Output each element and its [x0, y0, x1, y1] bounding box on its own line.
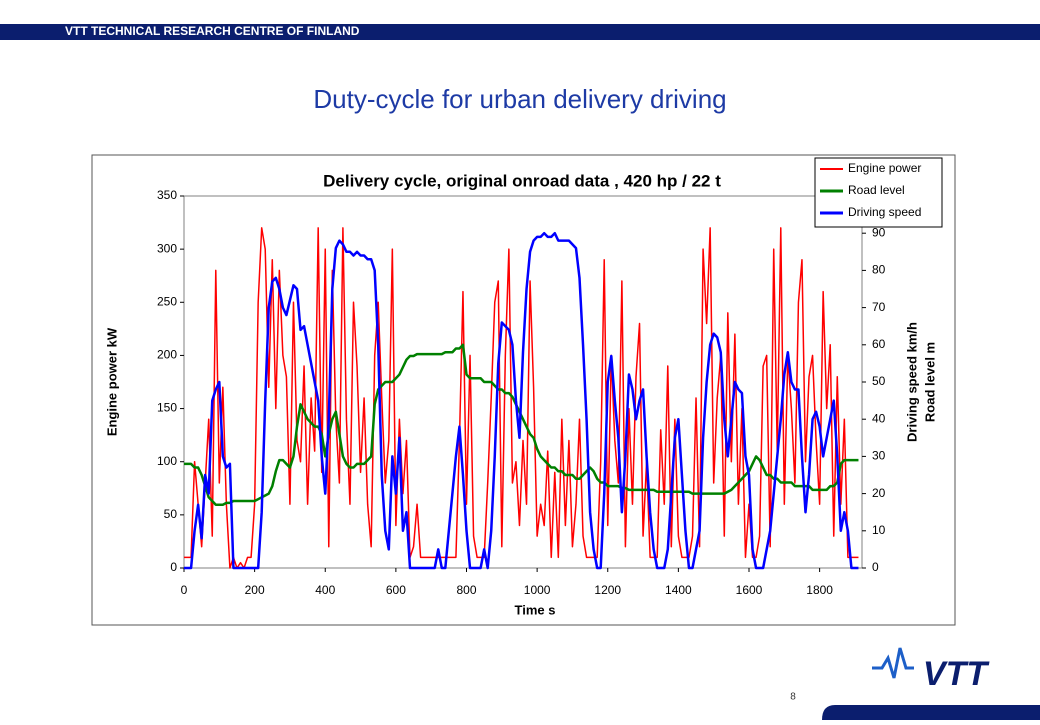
y2-tick-label: 60: [872, 337, 886, 351]
x-tick-label: 1800: [806, 583, 833, 597]
y2-tick-label: 70: [872, 300, 886, 314]
slide-title: Duty-cycle for urban delivery driving: [313, 84, 726, 114]
y2-tick-label: 20: [872, 486, 886, 500]
header-bar: [0, 24, 1040, 40]
y2-tick-label: 0: [872, 560, 879, 574]
logo-text: VTT: [923, 655, 990, 693]
y-tick-label: 200: [157, 348, 177, 362]
y2-tick-label: 50: [872, 374, 886, 388]
y-tick-label: 50: [164, 507, 178, 521]
y-axis-label: Engine power kW: [104, 327, 119, 436]
y2-axis-label: Driving speed km/h: [904, 322, 919, 442]
x-tick-label: 1200: [594, 583, 621, 597]
y-tick-label: 300: [157, 241, 177, 255]
series-line: [184, 231, 859, 570]
x-tick-label: 1000: [524, 583, 551, 597]
series-line: [184, 227, 859, 569]
x-tick-label: 200: [245, 583, 265, 597]
legend-label: Engine power: [848, 161, 921, 175]
page-number: 8: [790, 692, 796, 703]
footer-shape: [822, 705, 1040, 720]
y2-tick-label: 80: [872, 263, 886, 277]
y2-tick-label: 30: [872, 449, 886, 463]
x-tick-label: 600: [386, 583, 406, 597]
y-tick-label: 350: [157, 188, 177, 202]
y2-axis-label: Road level m: [922, 342, 937, 422]
x-tick-label: 0: [181, 583, 188, 597]
logo: VTT: [872, 647, 990, 693]
x-tick-label: 1400: [665, 583, 692, 597]
legend-label: Driving speed: [848, 205, 921, 219]
logo-wave: [872, 647, 914, 679]
y-tick-label: 0: [170, 560, 177, 574]
y-tick-label: 100: [157, 454, 177, 468]
y2-tick-label: 40: [872, 411, 886, 425]
header-org: VTT TECHNICAL RESEARCH CENTRE OF FINLAND: [65, 24, 360, 38]
chart-title: Delivery cycle, original onroad data , 4…: [323, 171, 721, 190]
x-tick-label: 1600: [736, 583, 763, 597]
x-tick-label: 800: [456, 583, 476, 597]
y2-tick-label: 10: [872, 523, 886, 537]
chart: Delivery cycle, original onroad data , 4…: [104, 157, 943, 617]
y2-tick-label: 90: [872, 225, 886, 239]
x-axis-label: Time s: [515, 602, 556, 617]
x-tick-label: 400: [315, 583, 335, 597]
legend-label: Road level: [848, 183, 905, 197]
y-tick-label: 150: [157, 401, 177, 415]
y-tick-label: 250: [157, 294, 177, 308]
legend: Engine power Road level Driving speed: [814, 157, 943, 228]
